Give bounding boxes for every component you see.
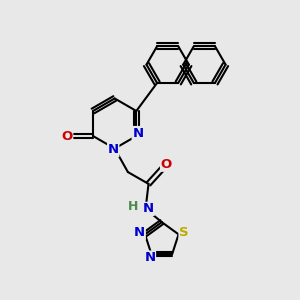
Text: H: H bbox=[128, 200, 138, 213]
Text: N: N bbox=[143, 202, 154, 215]
Text: O: O bbox=[160, 158, 172, 171]
Text: S: S bbox=[179, 226, 189, 239]
Text: N: N bbox=[134, 226, 145, 239]
Text: N: N bbox=[144, 251, 155, 264]
Text: N: N bbox=[108, 143, 119, 157]
Text: N: N bbox=[132, 127, 143, 140]
Text: O: O bbox=[61, 130, 73, 142]
